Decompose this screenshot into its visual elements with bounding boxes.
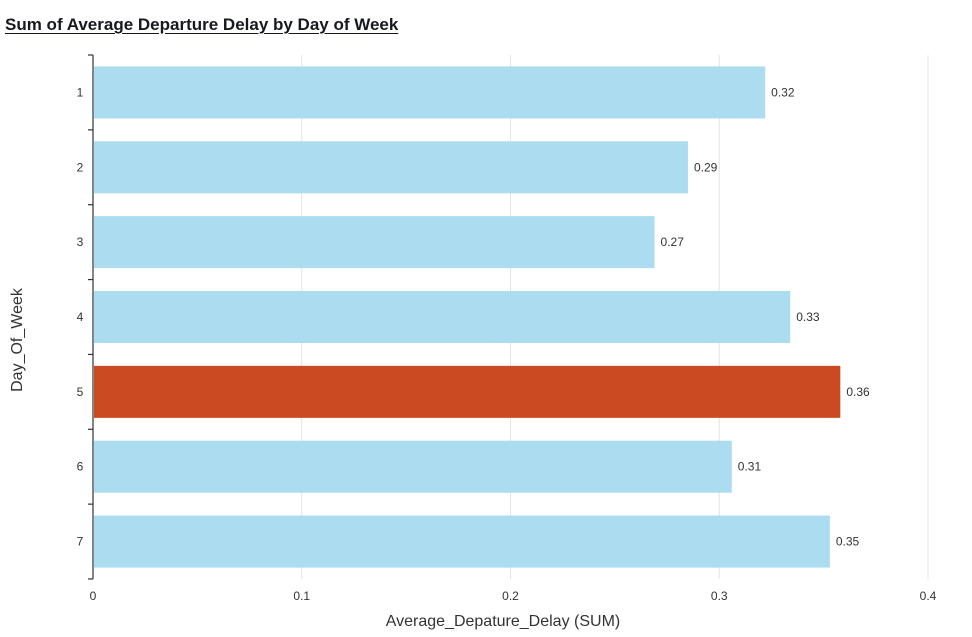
axes: 0 0.1 0.2 0.3 0.4 1 2 3 4 5 6 7 bbox=[77, 54, 937, 603]
y-axis-title: Day_Of_Week bbox=[9, 287, 26, 392]
x-tick-label: 0 bbox=[90, 589, 97, 603]
value-label: 0.36 bbox=[846, 385, 870, 399]
x-tick-label: 0.1 bbox=[293, 589, 310, 603]
bar-day-1[interactable] bbox=[94, 66, 766, 119]
data-labels: 0.32 0.29 0.27 0.33 0.36 0.31 0.35 bbox=[661, 85, 870, 548]
value-label: 0.32 bbox=[771, 85, 795, 99]
y-tick-label: 7 bbox=[77, 535, 84, 549]
x-axis-title: Average_Depature_Delay (SUM) bbox=[386, 613, 620, 630]
value-label: 0.35 bbox=[836, 535, 860, 549]
value-label: 0.33 bbox=[796, 310, 820, 324]
bar-day-3[interactable] bbox=[94, 216, 655, 269]
bar-day-6[interactable] bbox=[94, 440, 732, 493]
bars bbox=[94, 66, 841, 568]
value-label: 0.31 bbox=[738, 460, 762, 474]
value-label: 0.29 bbox=[694, 160, 718, 174]
value-label: 0.27 bbox=[661, 235, 685, 249]
bar-day-5[interactable] bbox=[94, 365, 841, 418]
y-tick-label: 6 bbox=[77, 460, 84, 474]
x-tick-label: 0.3 bbox=[711, 589, 728, 603]
x-tick-label: 0.2 bbox=[502, 589, 519, 603]
y-tick-label: 4 bbox=[77, 310, 84, 324]
y-tick-label: 3 bbox=[77, 235, 84, 249]
x-tick-label: 0.4 bbox=[920, 589, 937, 603]
bar-day-7[interactable] bbox=[94, 515, 830, 568]
chart-title: Sum of Average Departure Delay by Day of… bbox=[5, 15, 399, 34]
bar-day-2[interactable] bbox=[94, 141, 688, 194]
y-tick-label: 2 bbox=[77, 160, 84, 174]
bar-day-4[interactable] bbox=[94, 291, 791, 343]
y-tick-label: 1 bbox=[77, 85, 84, 99]
y-tick-label: 5 bbox=[77, 385, 84, 399]
